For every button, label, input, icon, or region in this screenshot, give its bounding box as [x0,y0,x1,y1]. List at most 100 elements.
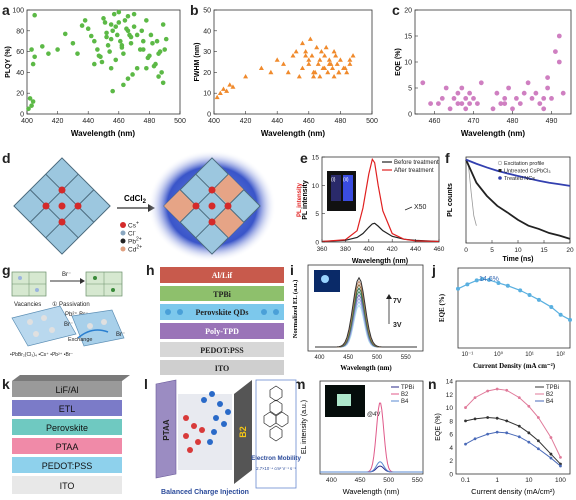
data-point [306,61,312,66]
svg-text:Cl-: Cl- [128,229,136,238]
data-point [274,57,280,62]
inset-label-ii: (ii) [343,177,349,183]
data-point [475,101,480,106]
data-point [140,38,146,44]
x-tick-label: 420 [387,246,398,253]
data-point [527,440,531,444]
panel-f-legend: Excitation profile Untreated CsPbCl₃ Tre… [497,160,551,182]
data-point [495,430,499,434]
data-point [486,432,490,436]
data-point [487,277,492,282]
i-7v: 7V [393,298,402,305]
data-point [148,32,154,38]
data-point [110,88,115,94]
panel-b: 400 420 440 460 480 500 0 10 20 30 40 50 Wavelength… [194,8,378,139]
data-point [436,101,441,106]
x-tick-label: 10 [525,477,533,484]
x-tick-label: 1 [495,477,499,484]
data-point [443,85,449,91]
k-layer-etl: ETL [59,404,76,414]
x-tick-label: 500 [383,477,394,484]
y-tick-label: 80 [16,28,24,35]
data-point [463,106,469,112]
x-tick-label: 450 [355,477,366,484]
data-point [108,22,114,27]
data-point [128,34,134,40]
data-point [163,36,169,42]
h-layer-pedot: PEDOT:PSS [200,346,244,355]
data-point [151,63,157,69]
n-legend-tpbi: TPBi [546,385,559,391]
y-tick-label: 0 [449,472,453,479]
g-br-right: Br⁻ [116,332,125,338]
series-line [321,157,440,243]
panel-letter-j: j [431,262,436,278]
data-point [549,456,553,460]
data-point [549,436,553,439]
holes [183,415,205,453]
data-point [99,59,105,65]
data-point [227,82,233,87]
panel-letter-k: k [2,376,10,392]
data-point [478,80,484,86]
inset-label-i: (i) [331,177,336,183]
data-point [125,28,131,34]
x-tick-label: 500 [372,355,383,361]
y-tick-label: 15 [312,155,320,162]
y-tick-label: 10 [203,91,211,98]
x-tick-label: 550 [401,355,412,361]
x-tick-label: 440 [271,118,283,125]
legend-untreated: Untreated CsPbCl₃ [504,169,551,175]
cdcl2-subscript: 2 [143,199,147,205]
data-point [537,101,543,106]
g-passivation: ① Passivation [52,301,90,308]
data-point [258,65,264,71]
panel-letter-d: d [2,150,11,166]
data-point [545,75,550,80]
data-point [541,96,547,101]
k-layer-pedot: PEDOT:PSS [42,461,93,471]
data-point [32,54,37,60]
data-point [420,80,426,86]
data-point [553,49,558,54]
panel-letter-l: l [144,376,148,392]
data-point [541,106,547,112]
data-point [525,80,531,86]
x-tick-label: 0 [464,247,468,254]
data-point [517,424,521,428]
panel-f-ylabel: PL counts [447,183,454,217]
series-line [465,388,561,458]
panel-letter-g: g [2,262,11,278]
data-point [140,47,146,52]
data-point [114,32,120,38]
data-point [350,53,356,58]
data-point [30,99,36,104]
data-point [490,106,496,112]
data-point [527,292,532,297]
x-tick-label: 400 [363,246,374,253]
x-tick-label: 470 [468,118,480,125]
data-point [498,101,504,106]
m-legend-b2: B2 [401,392,409,398]
data-point [306,57,312,62]
g-pb-br: Pb²⁺ Br⁻ [65,311,88,318]
x-tick-label: 460 [429,118,441,125]
data-point [296,73,302,79]
i-3v: 3V [393,322,402,329]
data-point [214,94,220,100]
data-point [473,417,477,421]
data-point [116,20,122,25]
x50-annotation: X50 [414,204,427,211]
data-point [220,86,226,91]
data-point [474,278,479,283]
data-point [455,101,461,106]
data-point [299,65,305,71]
l-mobility-title: Electron Mobility [251,455,301,462]
data-point [122,18,128,23]
x-tick-label: 10 [514,247,522,254]
y-tick-label: 15 [404,34,412,41]
x-tick-label: 490 [546,118,558,125]
panel-e-inset: (i) (ii) [327,171,356,211]
data-point [473,396,477,400]
data-point [290,53,296,58]
